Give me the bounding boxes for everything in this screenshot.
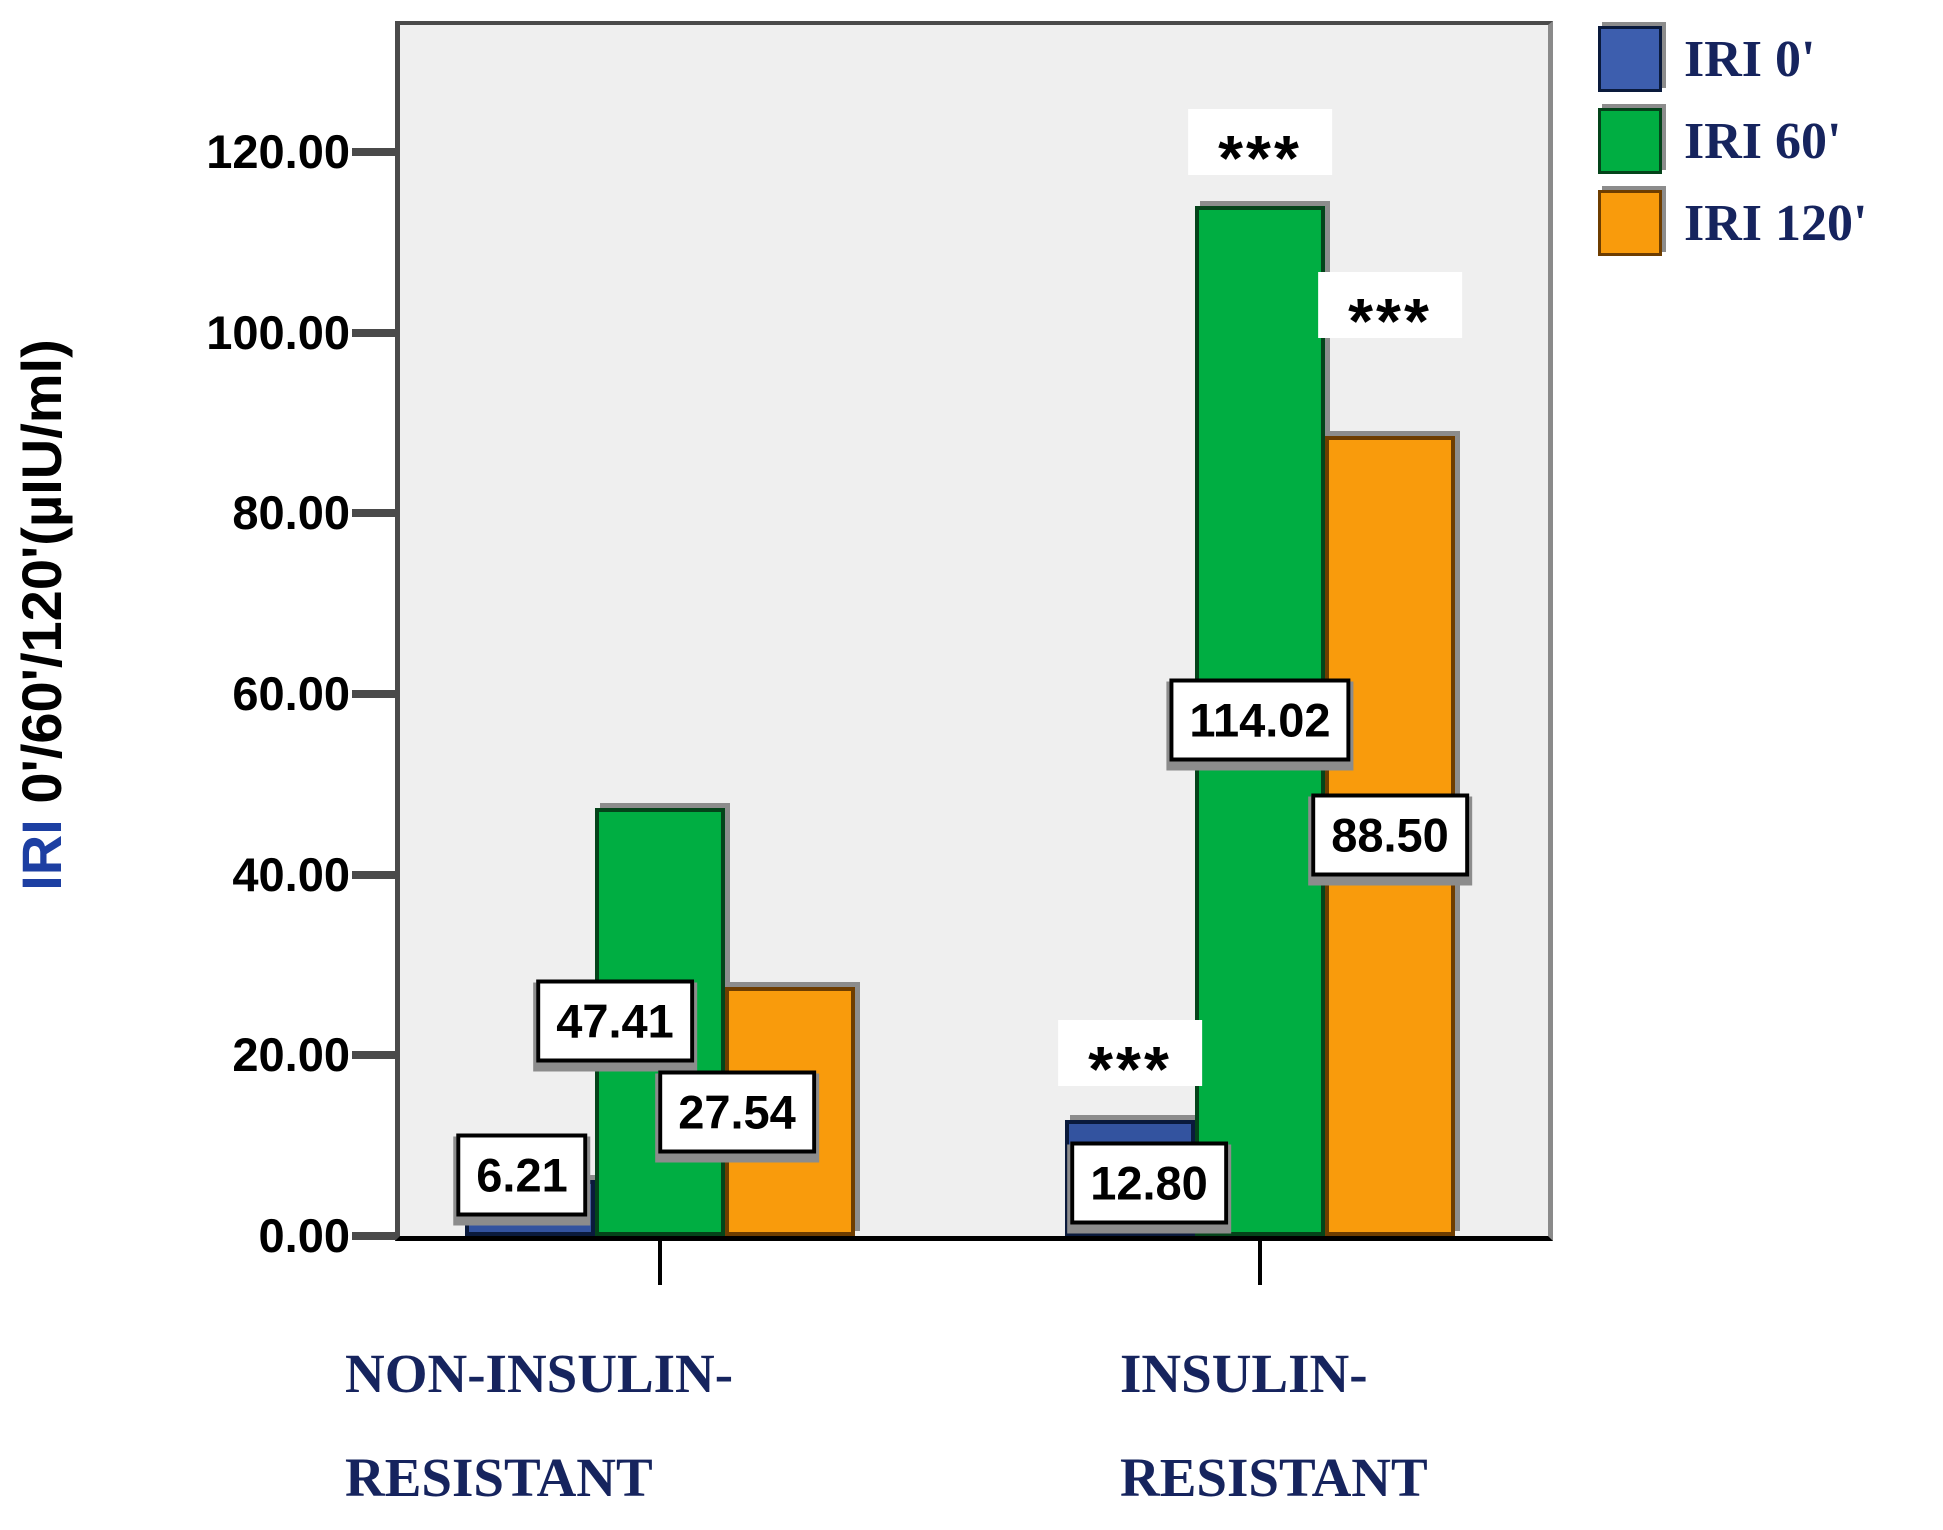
value-label: 27.54 bbox=[658, 1070, 816, 1154]
y-tick-mark bbox=[352, 329, 396, 337]
legend-item-iri-120: IRI 120' bbox=[1598, 190, 1867, 256]
significance-marker: *** bbox=[1318, 272, 1462, 339]
significance-marker: *** bbox=[1058, 1019, 1202, 1086]
y-tick-mark bbox=[352, 871, 396, 879]
category-line: RESISTANT bbox=[1120, 1447, 1428, 1508]
category-label-insulin-resistant: INSULIN- RESISTANT bbox=[1120, 1322, 1428, 1530]
x-tick-mark bbox=[658, 1241, 662, 1285]
x-tick-mark bbox=[1258, 1241, 1262, 1285]
y-tick-label-60: 60.00 bbox=[232, 667, 350, 720]
y-tick-mark bbox=[352, 148, 396, 156]
value-label: 114.02 bbox=[1169, 678, 1351, 762]
y-tick-label-20: 20.00 bbox=[232, 1028, 350, 1081]
legend-item-iri-0: IRI 0' bbox=[1598, 26, 1867, 92]
legend-swatch-iri-60 bbox=[1598, 108, 1662, 174]
y-tick-mark bbox=[352, 690, 396, 698]
category-line: NON-INSULIN- bbox=[345, 1343, 734, 1404]
y-tick-mark bbox=[352, 1051, 396, 1059]
legend-label-iri-0: IRI 0' bbox=[1684, 30, 1816, 88]
y-tick-label-40: 40.00 bbox=[232, 848, 350, 901]
category-label-non-insulin-resistant: NON-INSULIN- RESISTANT bbox=[345, 1322, 733, 1530]
value-label: 47.41 bbox=[536, 979, 694, 1063]
value-label: 88.50 bbox=[1311, 793, 1469, 877]
y-tick-label-80: 80.00 bbox=[232, 486, 350, 539]
value-label: 12.80 bbox=[1070, 1141, 1228, 1225]
legend-item-iri-60: IRI 60' bbox=[1598, 108, 1867, 174]
legend-swatch-iri-120 bbox=[1598, 190, 1662, 256]
category-line: RESISTANT bbox=[345, 1447, 653, 1508]
significance-marker: *** bbox=[1188, 109, 1332, 176]
legend: IRI 0' IRI 60' IRI 120' bbox=[1598, 26, 1867, 272]
legend-label-iri-120: IRI 120' bbox=[1684, 194, 1868, 252]
y-tick-label-100: 100.00 bbox=[206, 306, 350, 359]
y-tick-mark bbox=[352, 509, 396, 517]
legend-swatch-iri-0 bbox=[1598, 26, 1662, 92]
category-line: INSULIN- bbox=[1120, 1343, 1368, 1404]
y-axis-title-rest: 0'/60'/120'(µIU/ml) bbox=[10, 339, 73, 804]
value-label: 6.21 bbox=[456, 1133, 588, 1217]
y-tick-label-120: 120.00 bbox=[206, 125, 350, 178]
y-tick-mark bbox=[352, 1232, 396, 1240]
y-tick-label-0: 0.00 bbox=[258, 1209, 350, 1262]
legend-label-iri-60: IRI 60' bbox=[1684, 112, 1842, 170]
